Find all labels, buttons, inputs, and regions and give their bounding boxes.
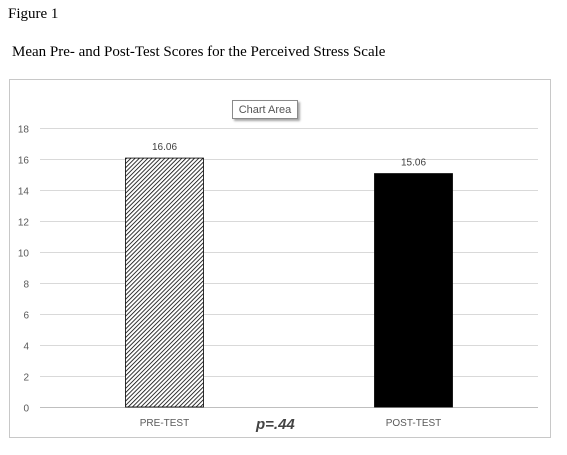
y-tick-label: 14 <box>18 187 30 198</box>
data-label: 15.06 <box>401 158 426 169</box>
x-tick-label: PRE-TEST <box>140 418 189 429</box>
y-tick-label: 6 <box>23 311 29 322</box>
figure-title: Mean Pre- and Post-Test Scores for the P… <box>12 44 386 60</box>
y-tick-label: 4 <box>23 342 29 353</box>
chart-area-tooltip: Chart Area <box>232 100 298 119</box>
y-tick-label: 18 <box>18 125 30 136</box>
y-tick-label: 0 <box>23 404 29 415</box>
y-tick-label: 10 <box>18 249 30 260</box>
figure-label: Figure 1 <box>8 6 59 22</box>
bar-post-test <box>374 173 453 408</box>
data-label: 16.06 <box>152 142 177 153</box>
chart-area[interactable] <box>9 79 551 438</box>
y-tick-label: 2 <box>23 373 29 384</box>
significance-annotation: p=.44 <box>256 416 295 433</box>
y-tick-label: 12 <box>18 218 30 229</box>
x-tick-label: POST-TEST <box>386 418 442 429</box>
bar-pre-test <box>125 157 204 408</box>
y-tick-label: 8 <box>23 280 29 291</box>
y-tick-label: 16 <box>18 156 30 167</box>
